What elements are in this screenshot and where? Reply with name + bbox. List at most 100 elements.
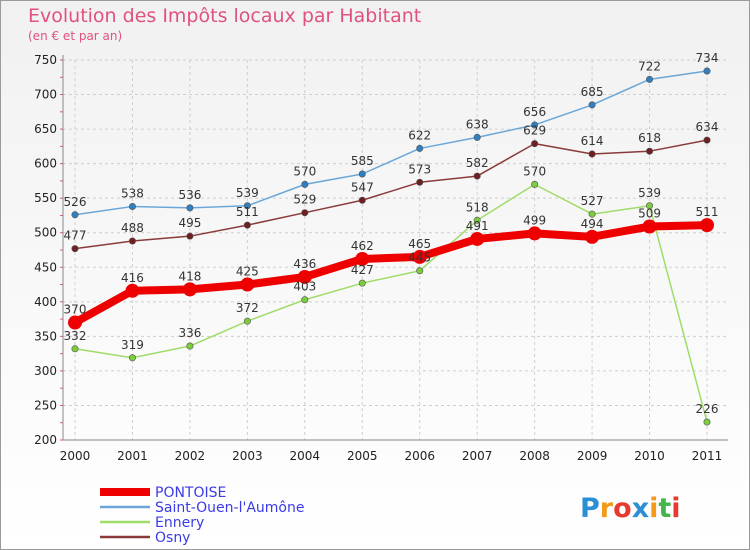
x-tick-label: 2002 — [175, 449, 206, 463]
data-point-pontoise — [125, 283, 140, 298]
y-tick-label: 200 — [34, 433, 57, 447]
data-label-osny: 614 — [581, 134, 604, 148]
data-label-saint-ouen-l-aum-ne: 538 — [121, 186, 144, 200]
chart-title: Evolution des Impôts locaux par Habitant — [28, 5, 421, 27]
legend-label: Osny — [155, 530, 190, 546]
x-tick-label: 2011 — [692, 449, 723, 463]
y-tick-label: 650 — [34, 122, 57, 136]
data-point-ennery — [416, 267, 424, 275]
data-point-osny — [128, 237, 136, 245]
data-label-saint-ouen-l-aum-ne: 536 — [178, 188, 201, 202]
data-point-ennery — [71, 345, 79, 353]
data-point-saint-ouen-l-aum-ne — [128, 202, 136, 210]
data-label-pontoise: 465 — [408, 237, 431, 251]
data-label-pontoise: 494 — [581, 217, 604, 231]
data-label-osny: 477 — [64, 229, 87, 243]
data-point-ennery — [588, 210, 596, 218]
data-point-ennery — [473, 216, 481, 224]
data-label-saint-ouen-l-aum-ne: 585 — [351, 154, 374, 168]
data-label-osny: 495 — [178, 216, 201, 230]
data-label-osny: 582 — [466, 156, 489, 170]
data-label-pontoise: 416 — [121, 271, 144, 285]
data-label-saint-ouen-l-aum-ne: 638 — [466, 117, 489, 131]
logo-letter: i — [649, 493, 658, 524]
data-point-ennery — [243, 317, 251, 325]
logo-letter: i — [671, 493, 680, 524]
data-point-pontoise — [68, 315, 82, 330]
series-line-ennery — [74, 183, 708, 423]
logo-letter: x — [632, 493, 649, 524]
data-label-ennery: 570 — [523, 164, 546, 178]
data-label-saint-ouen-l-aum-ne: 685 — [581, 85, 604, 99]
data-point-saint-ouen-l-aum-ne — [243, 202, 251, 210]
y-tick-label: 600 — [34, 157, 57, 171]
data-point-osny — [416, 178, 424, 186]
data-point-osny — [358, 196, 366, 204]
data-label-saint-ouen-l-aum-ne: 622 — [408, 128, 431, 142]
data-label-ennery: 372 — [236, 301, 259, 315]
data-point-ennery — [186, 342, 194, 350]
y-tick-label: 350 — [34, 329, 57, 343]
data-point-pontoise — [470, 231, 485, 246]
data-label-pontoise: 491 — [466, 219, 489, 233]
data-label-pontoise: 499 — [523, 213, 546, 227]
data-point-osny — [473, 172, 481, 180]
data-point-pontoise — [297, 269, 312, 284]
data-point-osny — [71, 245, 79, 253]
data-point-saint-ouen-l-aum-ne — [416, 144, 424, 152]
x-tick-label: 2007 — [462, 449, 493, 463]
y-tick-label: 500 — [34, 226, 57, 240]
data-point-saint-ouen-l-aum-ne — [703, 67, 711, 75]
data-point-ennery — [128, 354, 136, 362]
data-point-osny — [588, 150, 596, 158]
data-point-saint-ouen-l-aum-ne — [646, 75, 654, 83]
y-tick-label: 300 — [34, 364, 57, 378]
legend-label: PONTOISE — [155, 485, 226, 501]
x-tick-label: 2004 — [290, 449, 321, 463]
data-label-ennery: 403 — [293, 280, 316, 294]
data-label-osny: 618 — [638, 131, 661, 145]
data-label-saint-ouen-l-aum-ne: 722 — [638, 59, 661, 73]
data-label-saint-ouen-l-aum-ne: 526 — [64, 195, 87, 209]
proxiti-logo: Proxiti — [580, 493, 681, 524]
x-tick-label: 2008 — [519, 449, 550, 463]
data-label-pontoise: 511 — [696, 205, 719, 219]
series-line-pontoise — [71, 221, 711, 327]
x-tick-label: 2001 — [117, 449, 148, 463]
data-label-ennery: 527 — [581, 194, 604, 208]
x-tick-label: 2000 — [60, 449, 91, 463]
x-tick-label: 2006 — [404, 449, 435, 463]
data-label-pontoise: 370 — [64, 303, 87, 317]
data-label-osny: 488 — [121, 221, 144, 235]
y-tick-label: 400 — [34, 295, 57, 309]
data-point-pontoise — [412, 249, 427, 264]
data-label-ennery: 518 — [466, 200, 489, 214]
data-point-ennery — [358, 279, 366, 287]
y-tick-label: 550 — [34, 191, 57, 205]
data-point-saint-ouen-l-aum-ne — [186, 204, 194, 212]
data-point-pontoise — [642, 219, 657, 234]
logo-letter: P — [580, 493, 600, 524]
x-tick-label: 2005 — [347, 449, 378, 463]
data-label-ennery: 336 — [178, 326, 201, 340]
logo-letter: t — [658, 493, 671, 524]
x-tick-label: 2003 — [232, 449, 263, 463]
data-label-ennery: 332 — [64, 329, 87, 343]
data-point-pontoise — [527, 226, 542, 241]
data-label-saint-ouen-l-aum-ne: 570 — [293, 164, 316, 178]
data-point-osny — [646, 147, 654, 155]
x-tick-label: 2010 — [634, 449, 665, 463]
data-point-osny — [703, 136, 711, 144]
data-label-osny: 547 — [351, 180, 374, 194]
data-label-ennery: 539 — [638, 186, 661, 200]
y-tick-label: 750 — [34, 53, 57, 67]
series-line-osny — [74, 139, 708, 250]
data-label-saint-ouen-l-aum-ne: 539 — [236, 186, 259, 200]
chart-subtitle: (en € et par an) — [28, 29, 122, 43]
data-label-pontoise: 436 — [293, 257, 316, 271]
data-label-osny: 529 — [293, 193, 316, 207]
data-label-pontoise: 425 — [236, 265, 259, 279]
data-point-pontoise — [585, 229, 600, 244]
